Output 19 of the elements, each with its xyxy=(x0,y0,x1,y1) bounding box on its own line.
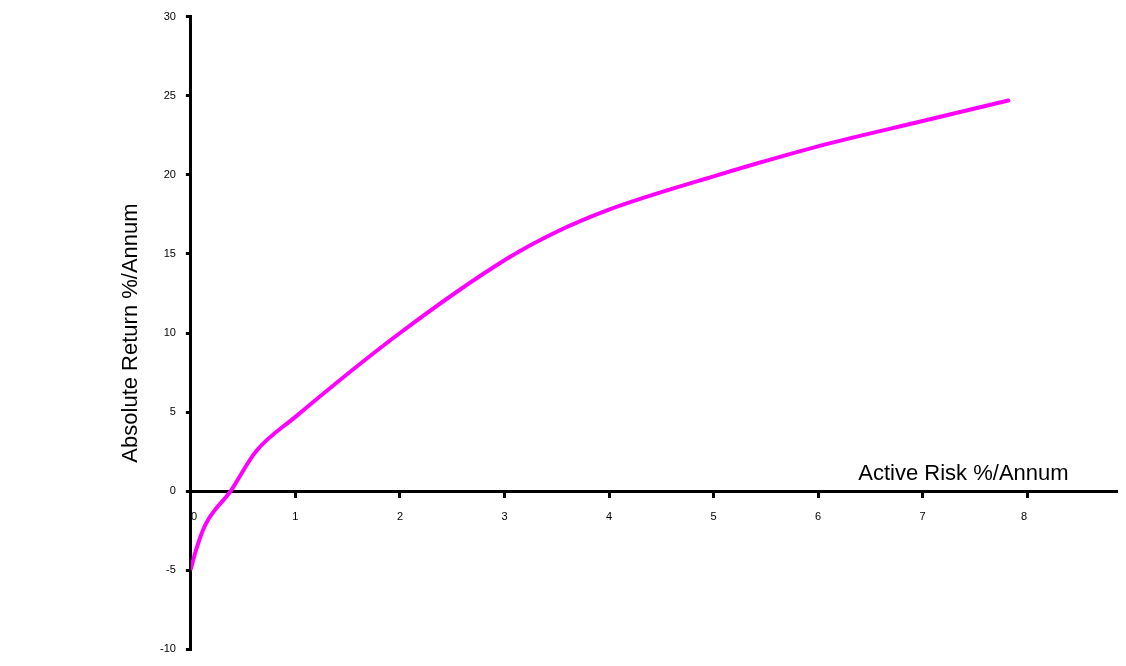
x-tick-label: 8 xyxy=(1021,509,1028,522)
x-tick-label: 1 xyxy=(292,509,299,522)
x-axis-title: Active Risk %/Annum xyxy=(858,460,1069,486)
x-tick-label: 7 xyxy=(919,509,926,522)
y-tick-label: 15 xyxy=(163,246,176,259)
y-tick-label: 0 xyxy=(169,484,176,497)
y-tick-label: 30 xyxy=(163,9,176,22)
x-tick-label: 3 xyxy=(501,509,508,522)
y-tick-label: -5 xyxy=(166,563,176,576)
y-tick-label: 5 xyxy=(169,405,176,418)
x-tick-label: 4 xyxy=(605,509,613,522)
y-tick-label: 25 xyxy=(163,88,176,101)
y-tick-label: 10 xyxy=(163,326,176,339)
x-tick-label: 2 xyxy=(396,509,404,522)
x-tick-label: 5 xyxy=(710,509,717,522)
x-tick-label: 6 xyxy=(815,509,822,522)
y-tick-label: 20 xyxy=(163,167,176,180)
y-tick-label: -10 xyxy=(159,642,176,655)
y-axis-title: Absolute Return %/Annum xyxy=(116,203,142,463)
